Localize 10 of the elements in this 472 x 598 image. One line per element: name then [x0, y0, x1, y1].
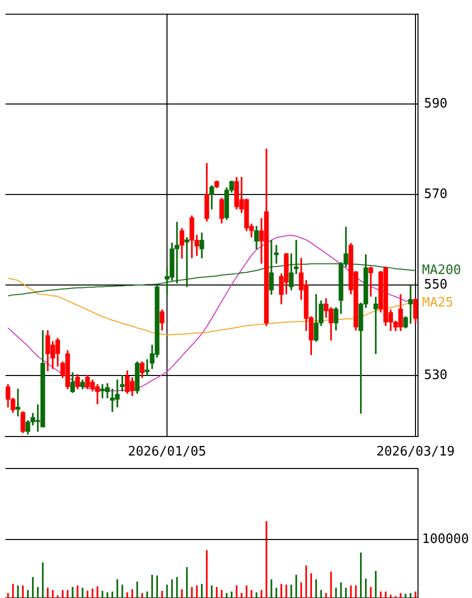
text: 100000 — [422, 532, 469, 547]
y-tick-label: 550 — [424, 277, 448, 292]
y-tick-label: 570 — [424, 186, 448, 202]
candlestick — [16, 388, 20, 416]
x-tick-label: 2026/03/19 — [376, 444, 455, 460]
series-label: MA25 — [422, 295, 454, 310]
y-tick-label: 590 — [424, 96, 448, 112]
series-label: MA200 — [422, 262, 462, 278]
x-tick-label: 2026/01/05 — [128, 444, 206, 460]
y-tick-label: 530 — [424, 368, 448, 383]
